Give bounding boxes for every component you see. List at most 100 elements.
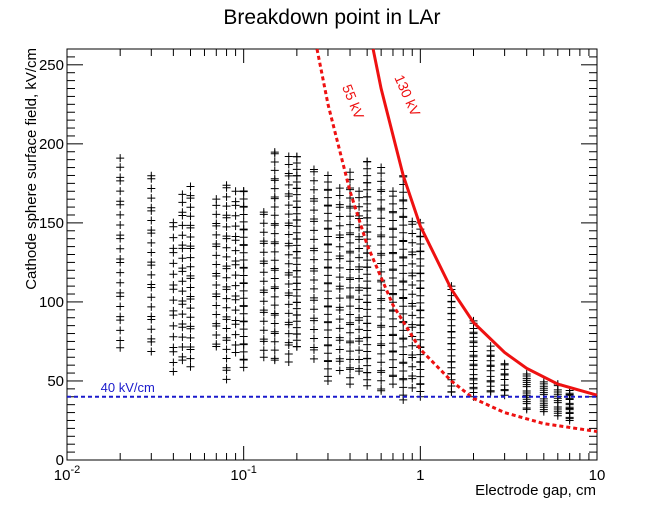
data-point [363, 256, 372, 265]
data-point [169, 296, 178, 305]
data-point [408, 280, 417, 289]
data-point [239, 256, 248, 265]
data-point [309, 226, 318, 235]
data-point [323, 356, 332, 365]
data-point [335, 200, 344, 209]
data-point [270, 211, 279, 220]
data-point [335, 294, 344, 303]
data-point [416, 387, 425, 396]
data-point [186, 271, 195, 280]
data-point [363, 157, 372, 166]
data-point [222, 252, 231, 261]
data-point [116, 231, 125, 240]
data-point [284, 329, 293, 338]
data-point [270, 166, 279, 175]
data-point [377, 185, 386, 194]
data-point [388, 273, 397, 282]
data-point [399, 228, 408, 237]
data-point [186, 343, 195, 352]
data-point [259, 297, 268, 306]
data-point [186, 283, 195, 292]
data-point [539, 377, 548, 386]
data-point [335, 282, 344, 291]
data-point [399, 358, 408, 367]
data-point [284, 349, 293, 358]
data-point [408, 217, 417, 226]
data-point [284, 338, 293, 347]
data-point [212, 210, 221, 219]
data-point [222, 294, 231, 303]
data-point [346, 247, 355, 256]
data-point [346, 220, 355, 229]
data-point [377, 177, 386, 186]
data-point [270, 264, 279, 273]
data-point [259, 248, 268, 257]
data-point [355, 232, 364, 241]
data-point [323, 171, 332, 180]
data-point [147, 194, 156, 203]
data-point [377, 204, 386, 213]
data-point [231, 211, 240, 220]
data-point [399, 212, 408, 221]
data-point [259, 257, 268, 266]
data-point [416, 365, 425, 374]
data-point [284, 280, 293, 289]
data-point [309, 165, 318, 174]
y-tick-label: 50 [47, 373, 64, 390]
data-point [355, 304, 364, 313]
data-point [259, 228, 268, 237]
data-point [335, 366, 344, 375]
data-point [388, 355, 397, 364]
data-point [270, 202, 279, 211]
data-point [259, 208, 268, 217]
y-tick-label: 200 [39, 136, 64, 153]
data-point [259, 306, 268, 315]
data-point [309, 354, 318, 363]
data-point [323, 255, 332, 264]
y-tick-label: 150 [39, 215, 64, 232]
data-point [270, 319, 279, 328]
data-point [147, 312, 156, 321]
data-point [323, 340, 332, 349]
data-point [416, 284, 425, 293]
data-point [399, 188, 408, 197]
data-point [212, 230, 221, 239]
data-point [388, 199, 397, 208]
data-point [222, 273, 231, 282]
x-tick-label: 10 [589, 467, 606, 484]
data-point [259, 326, 268, 335]
data-point [169, 233, 178, 242]
data-point [309, 235, 318, 244]
data-point [116, 154, 125, 163]
curve-label-130kv: 130 kV [391, 72, 424, 119]
data-point [377, 249, 386, 258]
data-point [377, 294, 386, 303]
y-tick-label: 100 [39, 294, 64, 311]
data-point [309, 255, 318, 264]
data-point [363, 347, 372, 356]
data-point [346, 328, 355, 337]
data-point [231, 281, 240, 290]
data-point [284, 201, 293, 210]
data-point [147, 216, 156, 225]
data-point [388, 248, 397, 257]
data-point [355, 187, 364, 196]
data-point [147, 258, 156, 267]
data-point [186, 354, 195, 363]
data-point [399, 221, 408, 230]
data-point [408, 320, 417, 329]
data-point [363, 164, 372, 173]
data-point [116, 326, 125, 335]
data-point [355, 334, 364, 343]
data-point [363, 178, 372, 187]
data-point [363, 192, 372, 201]
data-point [363, 263, 372, 272]
data-point [363, 375, 372, 384]
data-point [116, 343, 125, 352]
data-point [212, 269, 221, 278]
data-point [416, 320, 425, 329]
data-point [239, 271, 248, 280]
data-point [309, 185, 318, 194]
data-point [284, 309, 293, 318]
data-point [239, 225, 248, 234]
